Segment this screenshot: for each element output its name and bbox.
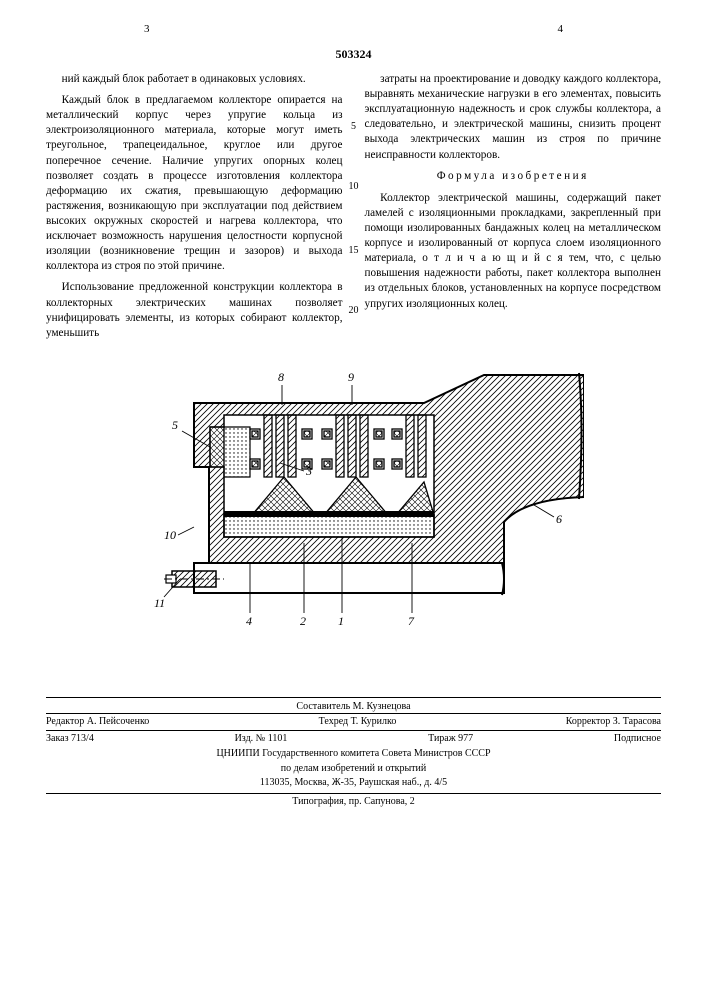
technical-drawing: 8 9 5 3 6 10 11 4 2 1 7	[124, 367, 584, 637]
order-number: Заказ 713/4	[46, 732, 94, 746]
tirage: Тираж 977	[428, 732, 473, 746]
line-number: 15	[349, 244, 359, 258]
right-column: затраты на проектирование и доводку кажд…	[365, 72, 662, 347]
izd-number: Изд. № 1101	[235, 732, 288, 746]
figure-label: 8	[278, 370, 284, 384]
page-header: 3 503324 4	[46, 22, 661, 62]
editor: Редактор А. Пейсоченко	[46, 715, 149, 729]
org-line-1: ЦНИИПИ Государственного комитета Совета …	[46, 746, 661, 761]
document-number: 503324	[336, 46, 372, 62]
figure-label: 11	[154, 596, 165, 610]
figure-label: 5	[172, 418, 178, 432]
paragraph: Использование предложенной конструкции к…	[46, 280, 343, 340]
figure-label: 7	[408, 614, 415, 628]
paragraph: ний каждый блок работает в одинаковых ус…	[46, 72, 343, 87]
sign: Подписное	[614, 732, 661, 746]
paragraph: Каждый блок в предлагаемом коллекторе оп…	[46, 93, 343, 274]
corrector: Корректор З. Тарасова	[566, 715, 661, 729]
left-column: ний каждый блок работает в одинаковых ус…	[46, 72, 343, 347]
printer: Типография, пр. Сапунова, 2	[46, 793, 661, 809]
figure-label: 4	[246, 614, 252, 628]
page-number-right: 4	[558, 22, 564, 37]
figure-label: 9	[348, 370, 354, 384]
address: 113035, Москва, Ж-35, Раушская наб., д. …	[46, 775, 661, 790]
techred: Техред Т. Курилко	[319, 715, 397, 729]
paragraph: затраты на проектирование и доводку кажд…	[365, 72, 662, 163]
org-line-2: по делам изобретений и открытий	[46, 761, 661, 776]
line-number: 10	[349, 180, 359, 194]
figure-label: 2	[300, 614, 306, 628]
paragraph: Коллектор электрической машины, содержащ…	[365, 191, 662, 312]
figure-label: 6	[556, 512, 562, 526]
line-number: 5	[351, 120, 356, 134]
formula-title: Формула изобретения	[365, 169, 662, 184]
imprint-footer: Составитель М. Кузнецова Редактор А. Пей…	[46, 697, 661, 809]
page-number-left: 3	[144, 22, 150, 37]
figure-label: 3	[305, 464, 312, 478]
compiler-line: Составитель М. Кузнецова	[46, 697, 661, 714]
figure-label: 10	[164, 528, 176, 542]
line-number: 20	[349, 304, 359, 318]
figure-label: 1	[338, 614, 344, 628]
